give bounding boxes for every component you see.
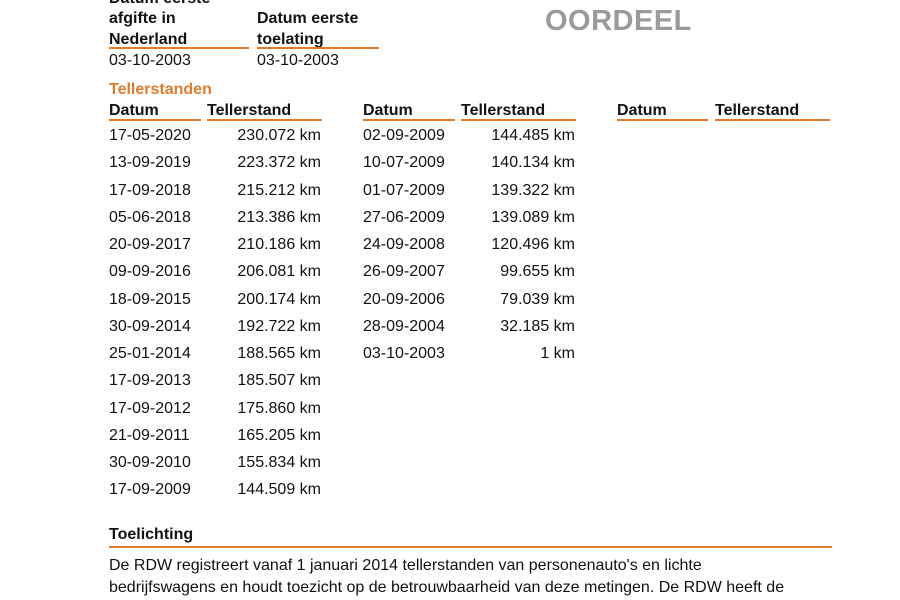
reading-date: 30-09-2014	[109, 318, 191, 335]
reading-date: 27-06-2009	[363, 209, 445, 226]
reading-date: 18-09-2015	[109, 291, 191, 308]
afgifte-label-line1: afgifte in	[109, 10, 176, 27]
reading-date: 20-09-2006	[363, 291, 445, 308]
afgifte-underline	[109, 47, 249, 49]
col1-tellerstand-header: Tellerstand	[207, 102, 292, 119]
tellerstanden-title: Tellerstanden	[109, 81, 212, 98]
toelichting-title: Toelichting	[109, 526, 194, 543]
reading-date: 25-01-2014	[109, 345, 191, 362]
reading-date: 01-07-2009	[363, 182, 445, 199]
col1-tellerstand-underline	[207, 119, 322, 121]
reading-km: 144.509 km	[237, 481, 321, 498]
reading-date: 10-07-2009	[363, 154, 445, 171]
reading-km: 223.372 km	[237, 154, 321, 171]
reading-km: 185.507 km	[237, 372, 321, 389]
col1-datum-underline	[109, 119, 201, 121]
reading-km: 32.185 km	[500, 318, 575, 335]
col3-datum-header: Datum	[617, 102, 667, 119]
reading-km: 120.496 km	[491, 236, 575, 253]
col2-tellerstand-header: Tellerstand	[461, 102, 546, 119]
reading-km: 230.072 km	[237, 127, 321, 144]
reading-km: 140.134 km	[491, 154, 575, 171]
reading-date: 02-09-2009	[363, 127, 445, 144]
reading-date: 05-06-2018	[109, 209, 191, 226]
reading-date: 09-09-2016	[109, 263, 191, 280]
col1-datum-header: Datum	[109, 102, 159, 119]
reading-date: 28-09-2004	[363, 318, 445, 335]
toelating-label-line1: Datum eerste	[257, 10, 359, 27]
reading-date: 30-09-2010	[109, 454, 191, 471]
col3-tellerstand-underline	[715, 119, 830, 121]
reading-date: 26-09-2007	[363, 263, 445, 280]
reading-km: 1 km	[540, 345, 575, 362]
afgifte-label-line2: Nederland	[109, 31, 188, 48]
reading-date: 17-09-2012	[109, 400, 191, 417]
reading-date: 13-09-2019	[109, 154, 191, 171]
col3-datum-underline	[617, 119, 708, 121]
reading-km: 210.186 km	[237, 236, 321, 253]
reading-date: 17-09-2009	[109, 481, 191, 498]
reading-km: 139.322 km	[491, 182, 575, 199]
reading-km: 213.386 km	[237, 209, 321, 226]
oordeel-heading: OORDEEL	[545, 5, 692, 37]
reading-date: 24-09-2008	[363, 236, 445, 253]
reading-date: 17-09-2018	[109, 182, 191, 199]
col2-datum-header: Datum	[363, 102, 413, 119]
afgifte-label-line0: Datum eerste	[109, 0, 210, 9]
reading-km: 155.834 km	[237, 454, 321, 471]
reading-km: 175.860 km	[237, 400, 321, 417]
col3-tellerstand-header: Tellerstand	[715, 102, 800, 119]
toelichting-line-2: bedrijfswagens en houdt toezicht op de b…	[109, 579, 785, 596]
reading-km: 192.722 km	[237, 318, 321, 335]
toelating-value: 03-10-2003	[257, 52, 339, 69]
reading-km: 99.655 km	[500, 263, 575, 280]
toelating-label-line2: toelating	[257, 31, 324, 48]
reading-km: 79.039 km	[500, 291, 575, 308]
toelichting-underline	[109, 546, 832, 548]
col2-datum-underline	[363, 119, 455, 121]
reading-km: 200.174 km	[237, 291, 321, 308]
reading-km: 188.565 km	[237, 345, 321, 362]
reading-km: 165.205 km	[237, 427, 321, 444]
afgifte-value: 03-10-2003	[109, 52, 191, 69]
reading-date: 17-09-2013	[109, 372, 191, 389]
toelichting-line-1: De RDW registreert vanaf 1 januari 2014 …	[109, 557, 702, 574]
reading-date: 03-10-2003	[363, 345, 445, 362]
reading-date: 17-05-2020	[109, 127, 191, 144]
reading-km: 206.081 km	[237, 263, 321, 280]
col2-tellerstand-underline	[461, 119, 576, 121]
toelating-underline	[257, 47, 379, 49]
reading-date: 20-09-2017	[109, 236, 191, 253]
reading-date: 21-09-2011	[109, 427, 190, 444]
reading-km: 215.212 km	[237, 182, 321, 199]
reading-km: 144.485 km	[491, 127, 575, 144]
reading-km: 139.089 km	[491, 209, 575, 226]
